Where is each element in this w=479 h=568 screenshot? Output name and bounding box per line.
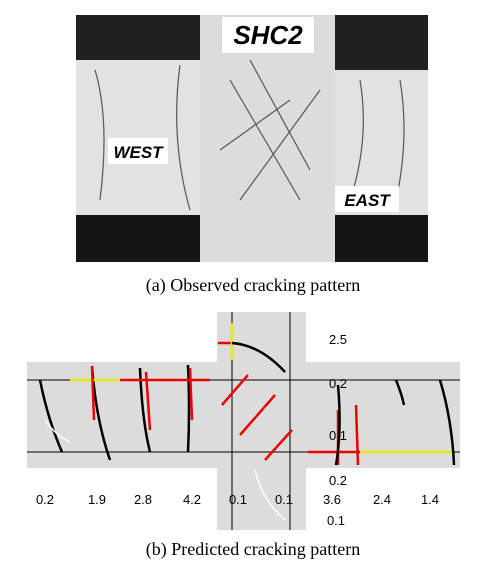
crack-width: 2.5: [329, 332, 347, 347]
bottom-labels: 0.2 1.9 2.8 4.2 0.1 0.1 3.6 2.4 1.4: [36, 492, 439, 507]
crack-width: 0.2: [36, 492, 54, 507]
crack-width: 0.2: [329, 473, 347, 488]
caption: (a) Observed cracking pattern: [146, 275, 360, 296]
crack-width: 2.4: [373, 492, 391, 507]
crack-width: 0.1: [275, 492, 293, 507]
photo: SHC2 WEST EAST: [76, 15, 428, 262]
photo-column: [200, 15, 335, 262]
crack-width: 0.1: [229, 492, 247, 507]
crack-width: 1.9: [88, 492, 106, 507]
crack-width: 1.4: [421, 492, 439, 507]
east-label: EAST: [344, 191, 391, 210]
specimen-label: SHC2: [233, 20, 303, 50]
side-labels: 2.5 0.2 0.1 0.2: [329, 332, 347, 488]
crack-width: 0.2: [329, 376, 347, 391]
crack-width: 0.1: [327, 513, 345, 528]
photo-cracks: [94, 59, 405, 211]
photo-corner: [76, 15, 200, 60]
photo-tag: [108, 138, 168, 164]
cracks: [38, 323, 456, 521]
west-label: WEST: [113, 143, 164, 162]
crack-width: 3.6: [323, 492, 341, 507]
caption: (b) Predicted cracking pattern: [146, 539, 360, 560]
photo-corner: [76, 215, 200, 262]
photo-corner: [335, 15, 428, 70]
photo-tag: [335, 186, 399, 212]
crack-width: 2.8: [134, 492, 152, 507]
diagram: [27, 312, 460, 530]
crack-width: 0.1: [329, 428, 347, 443]
crack-width: 4.2: [183, 492, 201, 507]
photo-corner: [335, 215, 428, 262]
photo-tag: [222, 17, 314, 53]
